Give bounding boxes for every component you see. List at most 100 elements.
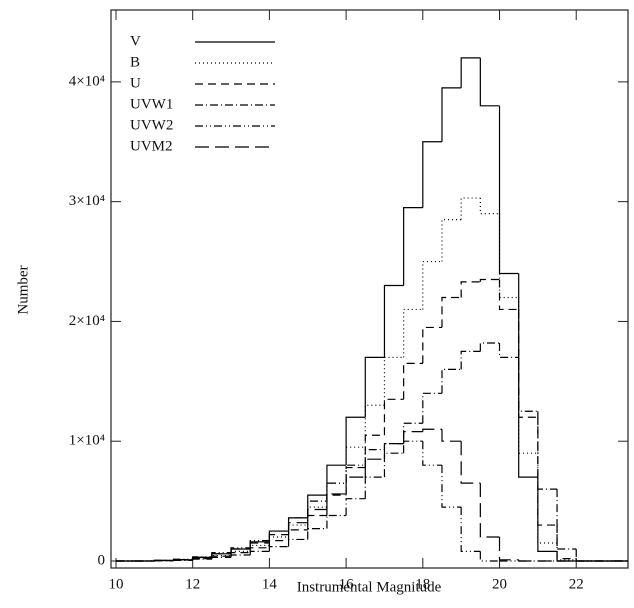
histogram-step xyxy=(289,539,308,546)
histogram-step xyxy=(384,357,403,405)
histogram-step xyxy=(327,515,346,528)
histogram-step xyxy=(404,208,423,286)
histogram-step xyxy=(384,399,403,435)
x-tick-label: 18 xyxy=(415,576,430,592)
histogram-step xyxy=(423,441,442,465)
histogram-step xyxy=(269,531,288,541)
x-tick-label: 16 xyxy=(339,576,355,592)
histogram-step xyxy=(519,560,538,561)
y-tick-label: 3×10⁴ xyxy=(69,193,105,209)
histogram-step xyxy=(557,551,576,561)
x-tick-label: 22 xyxy=(569,576,584,592)
histogram-step xyxy=(250,551,269,555)
histogram-step xyxy=(327,495,346,515)
histogram-step xyxy=(365,357,384,417)
histogram-step xyxy=(423,142,442,208)
histogram-step xyxy=(384,285,403,357)
legend-label: UVW2 xyxy=(130,117,173,133)
histogram-step xyxy=(461,351,480,369)
histogram-step xyxy=(404,309,423,357)
histogram-step xyxy=(212,557,231,559)
histogram-step xyxy=(404,441,423,443)
histogram-step xyxy=(423,262,442,310)
histogram-step xyxy=(557,543,576,560)
x-tick-label: 10 xyxy=(108,576,123,592)
histogram-step xyxy=(461,507,480,551)
legend-label: UVW1 xyxy=(130,96,173,112)
histogram-step xyxy=(327,465,346,495)
histogram-step xyxy=(480,483,499,537)
histogram-step xyxy=(231,555,250,557)
histogram-step xyxy=(500,106,519,274)
plot-frame xyxy=(111,10,628,568)
histogram-step xyxy=(327,483,346,501)
histogram-step xyxy=(461,282,480,298)
x-tick-label: 12 xyxy=(185,576,200,592)
histogram-step xyxy=(576,549,595,561)
histogram-step xyxy=(461,58,480,88)
histogram-step xyxy=(442,369,461,393)
histogram-step xyxy=(269,547,288,552)
histogram-step xyxy=(500,343,519,357)
histogram-step xyxy=(480,198,499,214)
histogram-step xyxy=(442,429,461,441)
histogram-step xyxy=(308,529,327,540)
histogram-step xyxy=(193,559,212,560)
histogram-step xyxy=(519,357,538,411)
histogram-step xyxy=(442,220,461,262)
histogram-step xyxy=(346,417,365,465)
histogram-step xyxy=(346,468,365,496)
histogram-step xyxy=(404,363,423,399)
histogram-step xyxy=(365,459,384,477)
histogram-step xyxy=(365,477,384,499)
histogram-step xyxy=(384,444,403,450)
histogram-step xyxy=(480,551,499,561)
x-tick-label: 14 xyxy=(262,576,278,592)
histogram-step xyxy=(365,450,384,466)
y-tick-label: 4×10⁴ xyxy=(69,73,105,89)
y-axis-label: Number xyxy=(15,265,31,314)
histogram-step xyxy=(365,405,384,447)
y-tick-label: 0 xyxy=(98,552,106,568)
histogram-step xyxy=(423,429,442,431)
histogram-step xyxy=(461,198,480,220)
histogram-step xyxy=(423,393,442,423)
histogram-step xyxy=(480,280,499,282)
y-tick-label: 1×10⁴ xyxy=(69,433,105,449)
histogram-step xyxy=(461,441,480,483)
histogram-step xyxy=(519,297,538,453)
histogram-step xyxy=(538,417,557,525)
histogram-step xyxy=(289,525,308,537)
histogram-step xyxy=(327,494,346,510)
legend-label: U xyxy=(130,75,141,91)
histogram-step xyxy=(442,465,461,507)
histogram-step xyxy=(442,88,461,142)
histogram-step xyxy=(500,214,519,298)
histogram-step xyxy=(519,274,538,478)
histogram-step xyxy=(346,477,365,494)
legend-label: B xyxy=(130,54,140,70)
histogram-step xyxy=(538,477,557,551)
legend-label: UVM2 xyxy=(130,138,173,154)
histogram-step xyxy=(404,423,423,453)
legend-label: V xyxy=(130,33,141,49)
histogram-step xyxy=(557,489,576,549)
histogram-step xyxy=(308,515,327,529)
histogram-step xyxy=(500,537,519,560)
histogram-step xyxy=(384,453,403,477)
histogram-step xyxy=(480,58,499,106)
histogram-step xyxy=(538,453,557,543)
histogram-step xyxy=(519,309,538,417)
histogram-step xyxy=(500,280,519,310)
histogram-step xyxy=(346,499,365,516)
histogram-step xyxy=(557,525,576,559)
histogram-step xyxy=(538,411,557,489)
histogram-step xyxy=(384,444,403,460)
histogram-step xyxy=(480,343,499,351)
histogram-step xyxy=(423,327,442,363)
x-tick-label: 20 xyxy=(492,576,507,592)
histogram-step xyxy=(442,297,461,327)
histogram-step xyxy=(269,535,288,543)
y-tick-label: 2×10⁴ xyxy=(69,313,105,329)
